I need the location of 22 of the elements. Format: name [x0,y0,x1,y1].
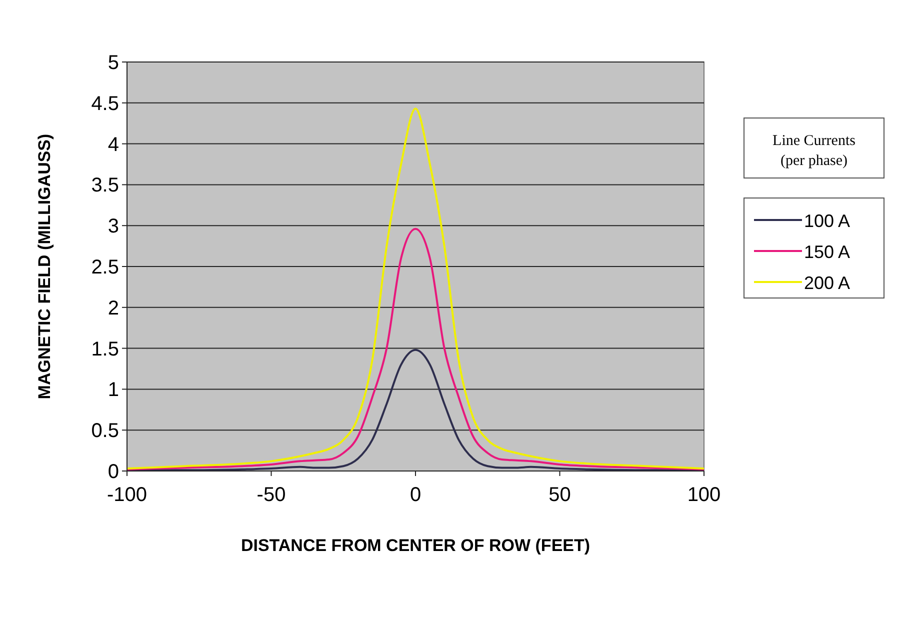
x-tick-label: 50 [548,484,571,506]
y-tick-label: 0 [108,461,119,483]
y-tick-label: 4 [108,134,119,156]
y-tick-label: 5 [108,52,119,74]
y-tick-label: 1 [108,379,119,402]
legend-label: 100 A [804,211,850,231]
x-axis-title: DISTANCE FROM CENTER OF ROW (FEET) [240,536,590,555]
x-tick-label: 100 [687,484,721,506]
y-tick-label: 2 [108,297,119,320]
legend-label: 150 A [804,242,850,262]
y-tick-label: 2.5 [91,256,119,278]
y-tick-label: 3 [108,216,119,238]
y-tick-label: 3.5 [91,174,119,197]
y-tick-label: 1.5 [91,338,119,360]
legend-label: 200 A [804,273,850,293]
legend-title: Line Currents (per phase) [772,133,856,169]
y-tick-label: 4.5 [91,92,119,115]
x-tick-label: -50 [256,484,286,506]
y-axis-title: MAGNETIC FIELD (MILLIGAUSS) [35,134,54,400]
y-tick-label: 0.5 [91,420,119,442]
x-tick-label: 0 [410,484,422,506]
x-tick-label: -100 [106,484,148,506]
